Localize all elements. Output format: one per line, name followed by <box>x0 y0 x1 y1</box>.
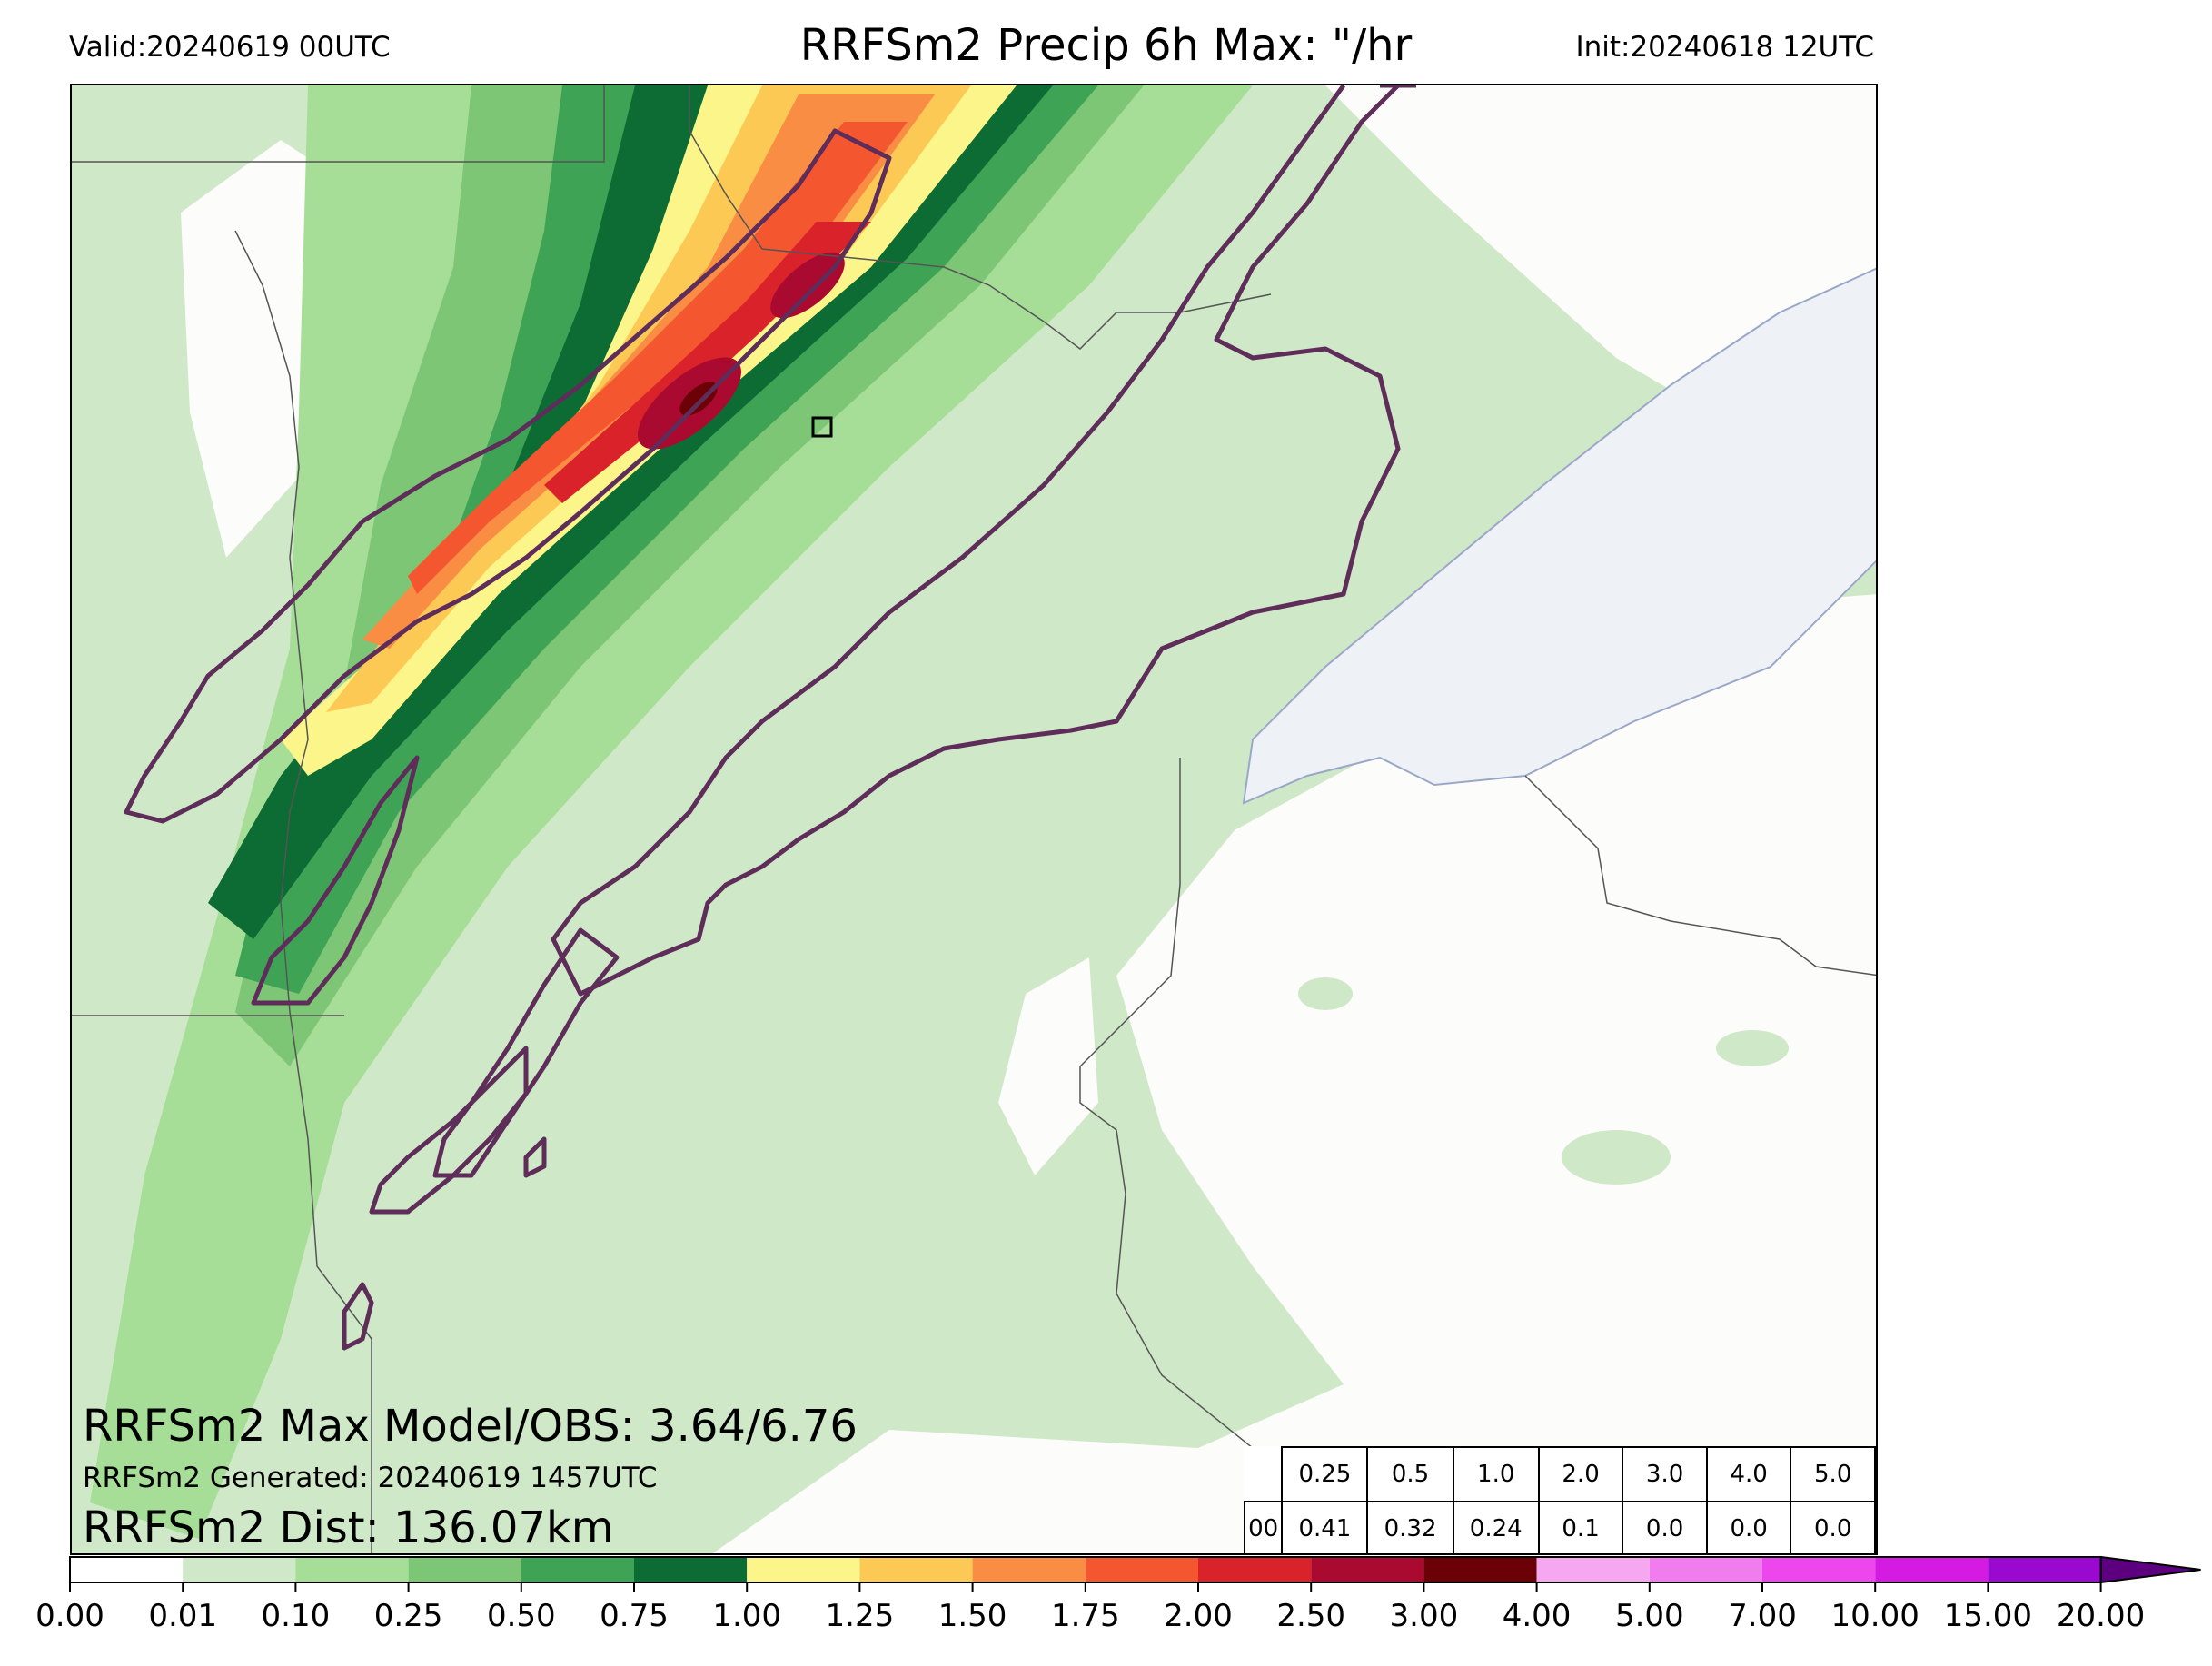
precip-map-canvas <box>72 85 1876 1553</box>
threshold-value: 0.32 <box>1366 1501 1454 1553</box>
colorbar-tick-label: 3.00 <box>1390 1598 1459 1634</box>
colorbar-segment <box>859 1557 973 1582</box>
colorbar-segment <box>1536 1557 1650 1582</box>
threshold-cell: 1.0 <box>1452 1446 1540 1502</box>
threshold-value: 0.0 <box>1790 1501 1876 1553</box>
precip-fill-175 <box>408 122 908 594</box>
precip-fill-300 <box>679 382 718 416</box>
colorbar-segment <box>1988 1557 2101 1582</box>
colorbar-tick-label: 5.00 <box>1615 1598 1684 1634</box>
threshold-cell: 0.5 <box>1366 1446 1454 1502</box>
colorbar-segment <box>295 1557 409 1582</box>
precip-fill-075 <box>208 85 1053 939</box>
threshold-cell: 5.0 <box>1790 1446 1876 1502</box>
dry-area <box>998 957 1098 1175</box>
threshold-value-row: 00 0.41 0.32 0.24 0.1 0.0 0.0 0.0 <box>1243 1501 1876 1553</box>
colorbar-segment <box>408 1557 521 1582</box>
colorbar-tick-label: 1.50 <box>938 1598 1007 1634</box>
colorbar-tick-label: 0.00 <box>35 1598 104 1634</box>
generated-label: RRFSm2 Generated: 20240619 1457UTC <box>83 1462 658 1494</box>
colorbar-tick-label: 7.00 <box>1728 1598 1797 1634</box>
colorbar-segment <box>1762 1557 1876 1582</box>
colorbar-tick-label: 0.75 <box>600 1598 669 1634</box>
lake-superior <box>1242 267 1876 805</box>
colorbar-segment <box>1198 1557 1312 1582</box>
colorbar-extend-arrow <box>2099 1555 2201 1584</box>
colorbar-tick-label: 4.00 <box>1503 1598 1572 1634</box>
distance-label: RRFSm2 Dist: 136.07km <box>83 1502 614 1553</box>
obs-contours <box>124 85 1416 1351</box>
colorbar-segment <box>1085 1557 1198 1582</box>
colorbar-segments <box>69 1555 2201 1584</box>
colorbar-ticks: 0.00 0.01 0.10 0.25 0.50 0.75 1.00 1.25 1.50 1.75… <box>35 1582 2145 1634</box>
precip-fill-025 <box>235 85 1144 1066</box>
threshold-value: 0.0 <box>1622 1501 1708 1553</box>
precip-fill-050 <box>235 85 1098 994</box>
threshold-value: 0.24 <box>1452 1501 1540 1553</box>
colorbar-segment <box>972 1557 1086 1582</box>
colorbar-tick-label: 15.00 <box>1944 1598 2032 1634</box>
threshold-header-row: 0.25 0.5 1.0 2.0 3.0 4.0 5.0 <box>1245 1446 1876 1502</box>
precip-fill-010 <box>90 85 1253 1539</box>
colorbar-tick-label: 2.00 <box>1164 1598 1233 1634</box>
threshold-cell: 4.0 <box>1705 1446 1792 1502</box>
colorbar: 0.00 0.01 0.10 0.25 0.50 0.75 1.00 1.25 1.50 1.75… <box>35 1555 2201 1634</box>
precip-patch <box>1716 1030 1789 1066</box>
colorbar-tick-label: 10.00 <box>1831 1598 1919 1634</box>
colorbar-tick-label: 20.00 <box>2057 1598 2145 1634</box>
threshold-table: 0.25 0.5 1.0 2.0 3.0 4.0 5.0 00 0.41 0.3… <box>1243 1446 1876 1553</box>
threshold-corner <box>1245 1447 1282 1502</box>
colorbar-segment <box>747 1557 860 1582</box>
threshold-value: 0.41 <box>1281 1501 1369 1553</box>
max-model-obs-label: RRFSm2 Max Model/OBS: 3.64/6.76 <box>83 1401 858 1452</box>
colorbar-tick-label: 2.50 <box>1276 1598 1345 1634</box>
threshold-value: 0.1 <box>1537 1501 1624 1553</box>
colorbar-tick-label: 0.10 <box>262 1598 331 1634</box>
colorbar-tick-label: 1.25 <box>826 1598 895 1634</box>
state-boundaries <box>72 85 1876 1553</box>
init-time-label: Init:20240618 12UTC <box>1575 31 1874 64</box>
colorbar-tick-label: 0.50 <box>487 1598 556 1634</box>
valid-time-label: Valid:20240619 00UTC <box>69 31 391 64</box>
colorbar-segment <box>634 1557 748 1582</box>
colorbar-tick-label: 1.75 <box>1051 1598 1120 1634</box>
precip-patch <box>1562 1130 1671 1185</box>
colorbar-segment <box>70 1557 184 1582</box>
threshold-value: 0.0 <box>1705 1501 1792 1553</box>
precip-map: RRFSm2 Max Model/OBS: 3.64/6.76 RRFSm2 G… <box>70 84 1878 1555</box>
colorbar-segment <box>521 1557 634 1582</box>
colorbar-tick-label: 1.00 <box>712 1598 781 1634</box>
colorbar-segment <box>1875 1557 1989 1582</box>
colorbar-segment <box>183 1557 296 1582</box>
threshold-cell: 2.0 <box>1537 1446 1624 1502</box>
precip-patch <box>1298 977 1353 1010</box>
colorbar-segment <box>1311 1557 1424 1582</box>
station-marker <box>811 416 833 438</box>
threshold-cell: 0.25 <box>1281 1446 1369 1502</box>
colorbar-tick-label: 0.01 <box>148 1598 217 1634</box>
threshold-cell: 3.0 <box>1622 1446 1708 1502</box>
colorbar-tick-label: 0.25 <box>374 1598 443 1634</box>
chart-title: RRFSm2 Precip 6h Max: "/hr <box>799 20 1413 71</box>
colorbar-segment <box>1423 1557 1537 1582</box>
threshold-row-label: 00 <box>1243 1501 1284 1553</box>
precip-fill-250 <box>770 252 845 319</box>
colorbar-segment <box>1649 1557 1762 1582</box>
